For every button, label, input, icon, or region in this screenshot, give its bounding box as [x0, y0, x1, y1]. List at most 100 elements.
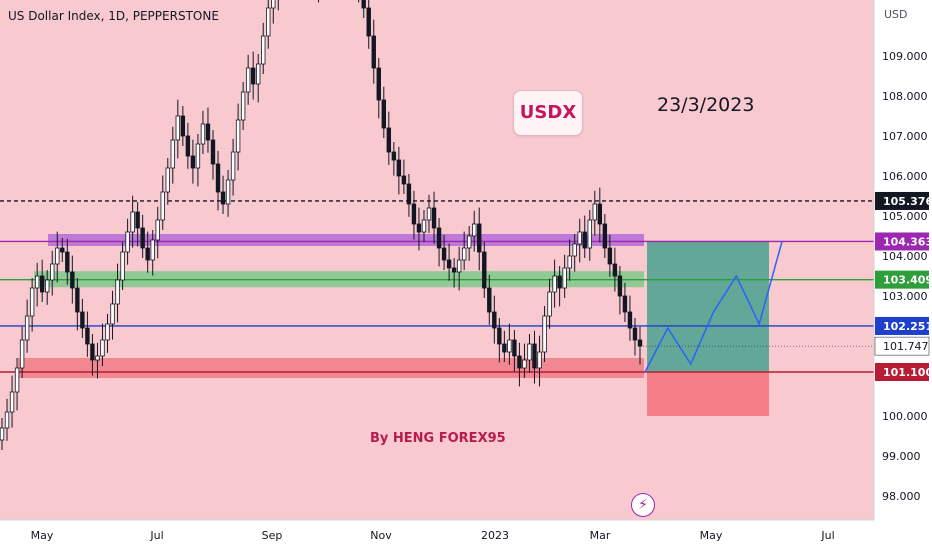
time-tick-label: Jul [820, 529, 834, 542]
candle-body [29, 287, 35, 317]
candle-body [461, 247, 467, 261]
candle-body [180, 115, 186, 137]
candle-body [240, 91, 246, 121]
candle-body [477, 223, 482, 253]
position-target-box [647, 241, 769, 372]
price-tag-label: 104.363 [883, 235, 932, 248]
candle-body [170, 139, 176, 169]
candle-body [366, 7, 371, 37]
date-annotation: 23/3/2023 [657, 94, 755, 116]
candle-body [200, 123, 206, 145]
candle-body [80, 311, 85, 329]
time-tick-label: Sep [262, 529, 283, 542]
symbol-header: US Dollar Index, 1D, PEPPERSTONE [8, 9, 219, 23]
candle-body [39, 275, 45, 293]
candle-body [522, 359, 527, 369]
candle-body [502, 343, 507, 353]
candle-body [235, 119, 241, 153]
candle-body [145, 247, 150, 261]
price-tick-label: 103.000 [882, 290, 928, 303]
candle-body [527, 343, 532, 361]
candle-body [14, 367, 20, 393]
candle-body [150, 239, 155, 261]
price-tag-101.100 [875, 363, 929, 381]
candle-body [9, 391, 15, 413]
candle-body [592, 203, 597, 221]
candle-body [245, 67, 251, 93]
price-tick-label: 100.000 [882, 410, 928, 423]
candle-body [627, 311, 633, 329]
candle-body [456, 259, 462, 273]
price-tick-label: 109.000 [882, 50, 928, 63]
candle-body [597, 203, 603, 225]
candle-body [175, 115, 181, 141]
candle-body [361, 0, 366, 9]
price-tag-103.409 [875, 270, 929, 289]
candle-body [411, 203, 417, 225]
candle-body [155, 219, 160, 241]
candle-body [557, 275, 562, 289]
candle-body [0, 427, 5, 441]
candle-body [220, 191, 226, 205]
candle-body [587, 219, 592, 249]
candle-body [421, 219, 427, 233]
candle-body [210, 139, 216, 165]
lightning-icon[interactable]: ⚡ [631, 493, 655, 517]
candle-body [4, 411, 10, 429]
candle-body [271, 0, 276, 9]
candle-body [622, 295, 628, 313]
candle-body [562, 267, 567, 289]
candle-body [572, 243, 577, 257]
candle-body [190, 155, 196, 169]
current-price-label: 101.747 [883, 340, 929, 353]
candle-body [512, 339, 517, 357]
candle-body [215, 163, 221, 193]
candle-body [602, 223, 608, 249]
price-tag-label: 103.409 [883, 274, 932, 287]
price-tag-label: 105.376 [883, 195, 932, 208]
price-tick-label: 108.000 [882, 90, 928, 103]
candle-body [100, 339, 105, 357]
candle-body [75, 287, 80, 313]
candle-body [55, 247, 60, 265]
time-tick-label: 2023 [481, 529, 509, 542]
candle-body [386, 127, 392, 153]
candle-body [50, 263, 55, 281]
zone-support-lower [18, 358, 644, 378]
candle-body [195, 143, 201, 169]
candle-body [225, 179, 231, 205]
candle-body [140, 227, 145, 249]
price-tag-105.376 [875, 191, 929, 210]
candle-body [65, 251, 70, 273]
time-tick-label: Mar [590, 529, 611, 542]
price-tick-label: 99.000 [882, 450, 921, 463]
candle-body [537, 351, 542, 369]
candle-body [426, 207, 432, 221]
candle-body [230, 151, 236, 181]
candle-body [165, 167, 170, 193]
candle-body [446, 259, 452, 269]
candle-body [256, 63, 261, 85]
candle-body [95, 355, 100, 361]
candle-body [24, 315, 30, 341]
price-tag-label: 101.100 [883, 366, 932, 379]
candle-body [34, 275, 40, 289]
candle-body [492, 311, 497, 329]
price-tag-label: 102.251 [883, 320, 932, 333]
candle-body [205, 123, 211, 141]
current-price-tag [874, 336, 930, 356]
candle-body [472, 223, 477, 237]
candle-body [547, 291, 552, 317]
candle-body [70, 271, 75, 289]
candle-body [431, 207, 437, 229]
candle-body [532, 343, 537, 369]
candle-body [436, 227, 442, 249]
candle-body [517, 355, 522, 369]
candle-body [441, 247, 447, 261]
candle-body [110, 303, 115, 325]
candle-body [19, 339, 25, 369]
price-tag-102.251 [875, 316, 929, 335]
candle-body [482, 251, 487, 289]
